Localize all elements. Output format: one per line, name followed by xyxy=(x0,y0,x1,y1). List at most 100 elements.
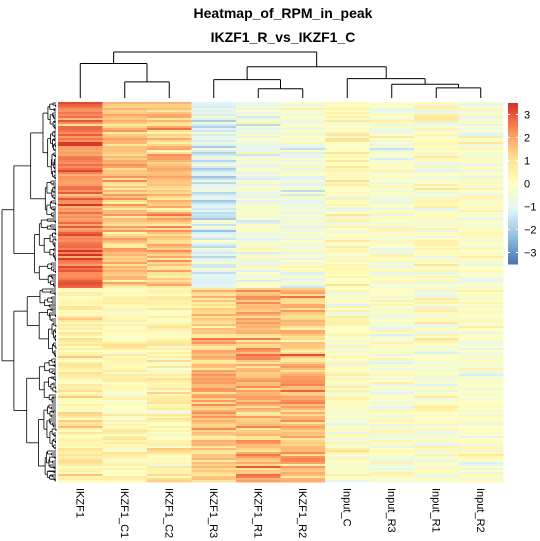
heatmap-cell xyxy=(236,252,281,255)
heatmap-cell xyxy=(191,450,237,453)
heatmap-cell xyxy=(369,104,415,107)
heatmap-cell xyxy=(414,400,459,403)
heatmap-row xyxy=(58,132,504,135)
heatmap-cell xyxy=(147,408,192,411)
heatmap-cell xyxy=(458,200,504,203)
heatmap-cell xyxy=(102,242,148,245)
colorbar-tick-label: −3 xyxy=(524,248,537,260)
heatmap-cell xyxy=(147,414,192,417)
heatmap-cell xyxy=(280,336,326,339)
heatmap-cell xyxy=(147,144,192,147)
heatmap-cell xyxy=(369,106,415,109)
heatmap-cell xyxy=(325,212,370,215)
heatmap-cell xyxy=(458,446,504,449)
colorbar-segment xyxy=(508,105,518,108)
heatmap-cell xyxy=(458,196,504,199)
heatmap-cell xyxy=(414,136,459,139)
heatmap-cell xyxy=(369,176,415,179)
heatmap-cell xyxy=(280,440,326,443)
heatmap-cell xyxy=(369,304,415,307)
heatmap-row xyxy=(58,256,504,259)
colorbar-segment xyxy=(508,197,518,201)
heatmap-cell xyxy=(414,258,459,261)
heatmap-cell xyxy=(414,272,459,275)
heatmap-cell xyxy=(147,388,192,391)
heatmap-cell xyxy=(58,154,103,157)
heatmap-cell xyxy=(191,118,237,121)
heatmap-cell xyxy=(414,172,459,175)
heatmap-cell xyxy=(325,462,370,465)
heatmap-cell xyxy=(458,464,504,467)
heatmap-cell xyxy=(102,314,148,317)
heatmap-row xyxy=(58,390,504,393)
heatmap-row xyxy=(58,162,504,165)
colorbar-tick-label: 0 xyxy=(524,179,530,191)
heatmap-cell xyxy=(414,252,459,255)
heatmap-cell xyxy=(102,328,148,331)
heatmap-cell xyxy=(236,382,281,385)
heatmap-cell xyxy=(236,228,281,231)
heatmap-cell xyxy=(102,276,148,279)
colorbar-segment xyxy=(508,139,518,142)
heatmap-cell xyxy=(236,374,281,377)
heatmap-cell xyxy=(325,238,370,241)
heatmap-cell xyxy=(325,182,370,185)
heatmap-row xyxy=(58,226,504,229)
heatmap-cell xyxy=(191,268,237,271)
heatmap-cell xyxy=(280,424,326,427)
heatmap-cell xyxy=(102,154,148,157)
heatmap-cell xyxy=(280,378,326,381)
heatmap-cell xyxy=(414,290,459,293)
heatmap-cell xyxy=(369,406,415,409)
heatmap-cell xyxy=(147,212,192,215)
heatmap-cell xyxy=(369,318,415,321)
heatmap-cell xyxy=(325,128,370,131)
heatmap-cell xyxy=(414,190,459,193)
heatmap-cell xyxy=(191,302,237,305)
heatmap-cell xyxy=(102,166,148,169)
heatmap-cell xyxy=(102,444,148,447)
heatmap-row xyxy=(58,342,504,345)
heatmap-cell xyxy=(325,470,370,473)
heatmap-cell xyxy=(280,402,326,405)
heatmap-cell xyxy=(369,182,415,185)
heatmap-row xyxy=(58,464,504,467)
heatmap-cell xyxy=(58,446,103,449)
heatmap-cell xyxy=(102,132,148,135)
heatmap-cell xyxy=(191,200,237,203)
heatmap-cell xyxy=(280,240,326,243)
heatmap-cell xyxy=(236,312,281,315)
heatmap-cell xyxy=(369,232,415,235)
heatmap-cell xyxy=(369,184,415,187)
heatmap-cell xyxy=(191,296,237,299)
heatmap-cell xyxy=(325,272,370,275)
heatmap-cell xyxy=(458,146,504,149)
heatmap-cell xyxy=(325,206,370,209)
heatmap-cell xyxy=(58,404,103,407)
heatmap-cell xyxy=(280,220,326,223)
heatmap-cell xyxy=(147,222,192,225)
heatmap-cell xyxy=(236,460,281,463)
heatmap-row xyxy=(58,438,504,441)
heatmap-cell xyxy=(102,356,148,359)
heatmap-cell xyxy=(369,202,415,205)
heatmap-cell xyxy=(102,386,148,389)
heatmap-row xyxy=(58,142,504,145)
heatmap-cell xyxy=(58,130,103,133)
heatmap-cell xyxy=(58,220,103,223)
heatmap-cell xyxy=(191,380,237,383)
heatmap-cell xyxy=(280,130,326,133)
heatmap-cell xyxy=(236,240,281,243)
colorbar-segment xyxy=(508,129,518,132)
heatmap-row xyxy=(58,318,504,321)
heatmap-cell xyxy=(191,274,237,277)
heatmap-cell xyxy=(414,296,459,299)
heatmap-cell xyxy=(369,400,415,403)
heatmap-cell xyxy=(458,192,504,195)
heatmap-row xyxy=(58,320,504,323)
heatmap-cell xyxy=(147,244,192,247)
heatmap-cell xyxy=(102,152,148,155)
heatmap-cell xyxy=(458,116,504,119)
heatmap-cell xyxy=(147,256,192,259)
heatmap-cell xyxy=(58,396,103,399)
